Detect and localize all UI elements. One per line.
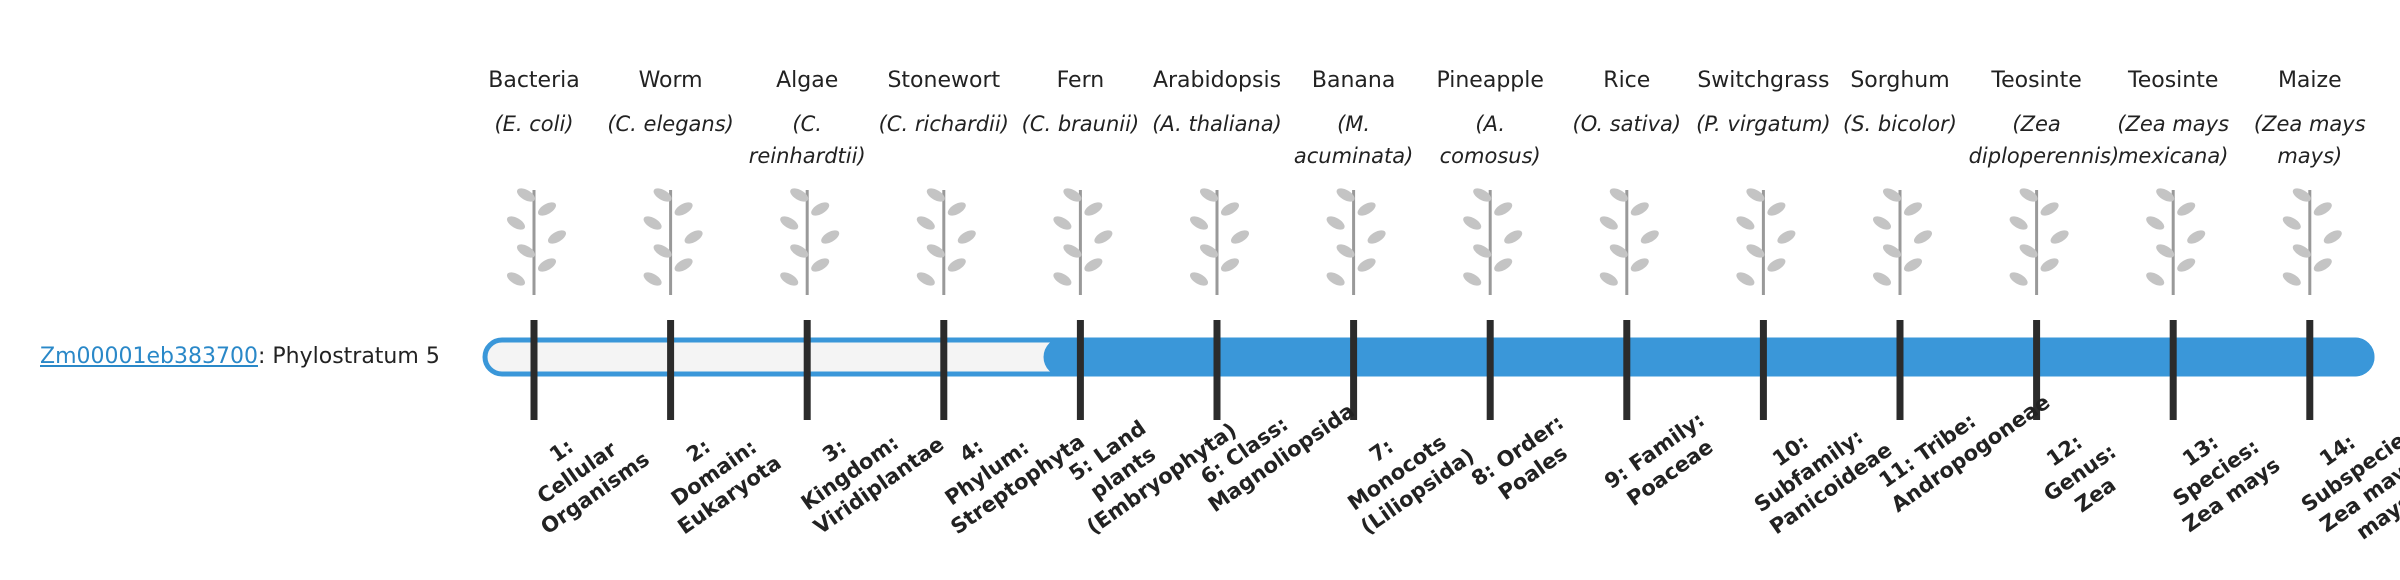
gene-info: Zm00001eb383700: Phylostratum 5 — [40, 340, 440, 374]
organism-icon — [2282, 188, 2342, 295]
organism-species: (E. coli) — [494, 112, 574, 136]
organism-species: (Zea mays mays) — [2253, 112, 2366, 168]
organism-species: (A. thaliana) — [1152, 112, 1282, 136]
gene-link[interactable]: Zm00001eb383700 — [40, 344, 258, 369]
organism-species: (C. braunii) — [1021, 112, 1140, 136]
gene-phylostratum: 5 — [425, 344, 440, 369]
bar-fill — [1043, 337, 2375, 377]
organism-icon — [1189, 188, 1250, 295]
organism-icon — [1463, 188, 1523, 295]
organism-icon — [2146, 188, 2206, 295]
organism-name: Banana — [1311, 68, 1396, 93]
organism-species: (C. reinhardtii) — [748, 112, 866, 168]
organism-icon — [643, 188, 703, 295]
organism-name: Rice — [1603, 68, 1651, 93]
organism-name: Fern — [1056, 68, 1105, 93]
organism-name: Teosinte — [2128, 68, 2219, 93]
organism-species: (A. comosus) — [1439, 112, 1541, 168]
gene-label: : Phylostratum — [257, 344, 419, 369]
organism-species: (Zea mays mexicana) — [2117, 112, 2230, 168]
organism-icon — [1736, 188, 1796, 295]
organism-icon — [506, 188, 567, 295]
organism-species: (C. richardii) — [878, 112, 1009, 136]
organism-name: Bacteria — [488, 68, 580, 93]
organism-icon — [1326, 188, 1386, 295]
organism-name: Arabidopsis — [1152, 68, 1282, 93]
organism-species: (S. bicolor) — [1843, 112, 1957, 136]
organism-name: Sorghum — [1850, 68, 1950, 93]
organism-name: Worm — [638, 68, 703, 93]
organism-icon — [1053, 188, 1113, 295]
organism-icon — [2009, 188, 2069, 295]
organism-icon — [780, 188, 840, 295]
organism-icon — [1872, 188, 1933, 295]
organism-species: (C. elegans) — [607, 112, 734, 136]
organism-name: Teosinte — [1991, 68, 2082, 93]
organism-species: (M. acuminata) — [1293, 112, 1414, 168]
organism-species: (O. sativa) — [1572, 112, 1682, 136]
organism-name: Pineapple — [1436, 68, 1544, 93]
organism-name: Maize — [2277, 68, 2342, 93]
organism-name: Stonewort — [887, 68, 1001, 93]
organism-species: (P. virgatum) — [1696, 112, 1831, 136]
organism-species: (Zea diploperennis) — [1968, 112, 2120, 168]
organism-name: Algae — [776, 68, 839, 93]
organism-icon — [1599, 188, 1659, 295]
organism-icon — [916, 188, 976, 295]
organism-name: Switchgrass — [1697, 68, 1830, 93]
